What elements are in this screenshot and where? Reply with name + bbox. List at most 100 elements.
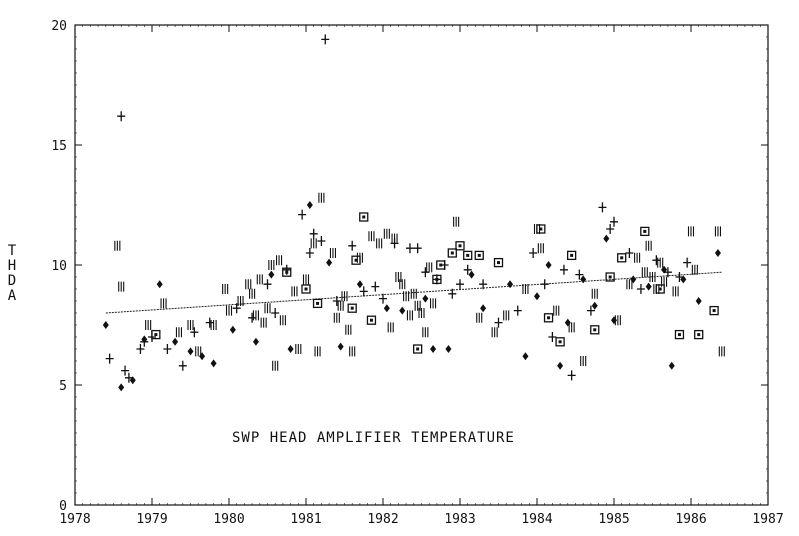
data-point-plus [305,248,314,258]
data-point-diamond [580,275,587,284]
data-point-bar [291,286,298,297]
data-point-square-core [450,251,454,255]
data-point-bar [641,267,648,278]
data-point-square-core [458,244,462,248]
data-point-square [536,224,546,234]
data-point-bar [210,320,217,330]
data-point-plus [105,353,114,364]
data-point-bar [410,288,417,299]
data-point-bar [687,226,695,237]
data-point-plus [652,255,661,266]
data-point-bar [295,344,302,354]
chart-axes: 1978 1979 1980 1981 1982 1983 1984 1985 1986 1987… [51,19,783,527]
data-point-bar [175,327,182,338]
data-point-square [640,226,650,237]
data-point-bar [453,216,460,227]
data-point-bar [476,312,483,323]
data-point-square [447,248,457,258]
data-point-square-core [466,253,470,257]
data-point-square-core [643,229,647,233]
data-point-square-core [593,328,597,332]
data-point-bar [268,260,275,270]
data-point-plus [413,243,422,254]
data-point-plus [190,327,199,338]
data-point-bar [626,279,633,290]
data-point-diamond [603,234,610,243]
data-point-square-core [304,287,308,291]
data-point-plus [540,279,549,290]
data-point-bar [414,300,421,311]
data-point-bar [391,233,398,244]
x-tick-label: 1978 [59,512,90,527]
data-point-square [151,329,161,340]
data-point-square [359,212,369,222]
data-point-bar [260,317,267,328]
data-point-square-core [558,340,562,344]
data-point-square-core [497,261,500,265]
data-point-diamond [129,376,136,385]
trend-line [105,271,722,314]
x-tick-label: 1980 [213,512,244,527]
data-point-bar [383,228,390,239]
data-point-diamond [564,318,571,327]
data-point-square-core [354,258,358,262]
x-tick-label: 1987 [752,512,783,527]
data-point-plus [513,305,522,316]
data-point-plus [271,308,280,318]
data-point-plus [636,284,645,294]
x-tick-label: 1979 [136,512,167,527]
data-point-diamond [611,316,617,325]
data-point-plus [567,370,576,381]
data-point-diamond [661,265,668,274]
data-point-square [474,250,484,261]
data-point-bar [568,322,575,333]
data-point-plus [163,344,172,354]
data-point-diamond [534,292,540,301]
data-point-bar [245,279,252,290]
data-point-bar [614,315,621,326]
data-point-square [709,305,719,316]
data-point-bar [264,303,271,314]
data-point-diamond [422,294,429,303]
data-point-plus [332,296,341,306]
data-point-square [567,250,577,261]
data-point-bar [368,231,375,242]
data-point-diamond [187,347,194,356]
data-point-square [590,325,600,335]
data-point-diamond [522,352,529,361]
data-point-bar [318,192,325,203]
data-point-plus [405,243,414,254]
data-point-bar [237,296,244,306]
y-tick-label: 5 [59,379,67,394]
data-point-bar [395,272,402,282]
data-point-square [493,257,504,268]
data-point-diamond [445,345,452,353]
data-point-square-core [539,227,543,231]
data-point-diamond [172,337,179,346]
data-point-bar [279,315,286,326]
data-point-bar [430,298,437,309]
data-point-plus [232,303,241,314]
data-point-bar [580,356,587,366]
data-point-plus [529,248,538,258]
data-point-diamond [630,275,637,284]
data-point-square [282,267,292,277]
data-point-square-core [435,277,439,281]
data-point-bar [426,262,433,273]
data-point-bar [403,291,410,302]
data-point-bar [160,298,167,309]
data-point-plus [178,360,187,371]
data-point-square-core [658,287,662,291]
data-point-bar [145,320,152,330]
data-point-bar [329,248,336,258]
data-point-diamond [252,337,259,346]
data-point-bar [491,327,498,338]
data-point-bar [187,320,194,330]
data-point-bar [418,308,425,318]
data-point-square-core [439,263,443,267]
data-point-bar [657,257,664,268]
data-point-bar [302,274,310,285]
data-point-bar [333,312,340,323]
data-point-plus [421,267,430,278]
